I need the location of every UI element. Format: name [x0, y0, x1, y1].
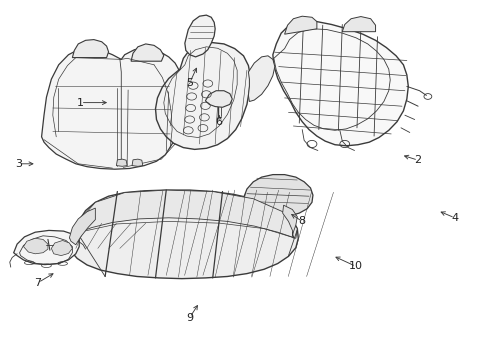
Polygon shape [342, 17, 375, 32]
Polygon shape [68, 190, 298, 279]
Polygon shape [282, 205, 297, 238]
Polygon shape [155, 42, 250, 149]
Polygon shape [69, 208, 95, 245]
Polygon shape [243, 175, 312, 217]
Polygon shape [51, 240, 72, 256]
Polygon shape [284, 16, 316, 34]
Polygon shape [76, 190, 297, 238]
Polygon shape [41, 48, 181, 169]
Polygon shape [116, 159, 127, 166]
Polygon shape [14, 230, 79, 265]
Polygon shape [205, 91, 232, 107]
Text: 5: 5 [186, 78, 193, 88]
Polygon shape [132, 159, 142, 166]
Text: 4: 4 [450, 213, 457, 223]
Text: 9: 9 [186, 312, 193, 323]
Polygon shape [131, 44, 163, 61]
Text: 1: 1 [77, 98, 84, 108]
Polygon shape [23, 238, 48, 254]
Polygon shape [184, 15, 215, 57]
Text: 8: 8 [298, 216, 305, 226]
Text: 2: 2 [414, 155, 421, 165]
Polygon shape [248, 56, 274, 102]
Polygon shape [272, 22, 407, 146]
Text: 6: 6 [215, 117, 222, 127]
Text: 10: 10 [348, 261, 362, 271]
Text: 3: 3 [15, 159, 22, 169]
Text: 7: 7 [35, 278, 41, 288]
Polygon shape [72, 40, 108, 58]
